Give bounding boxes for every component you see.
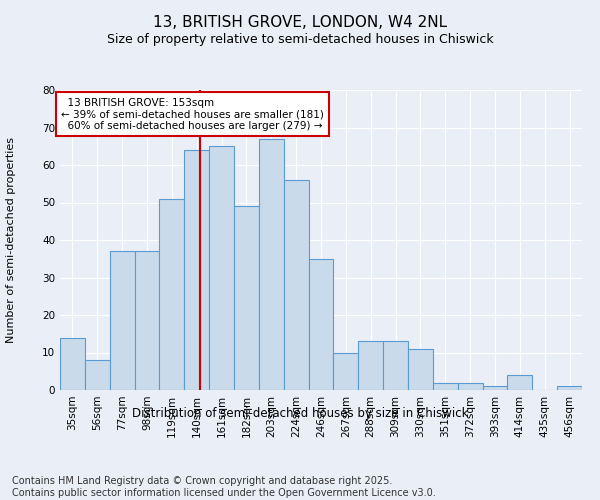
Bar [284,180,308,390]
Bar [259,138,284,390]
Text: Contains HM Land Registry data © Crown copyright and database right 2025.
Contai: Contains HM Land Registry data © Crown c… [12,476,436,498]
Bar [433,382,458,390]
Text: Size of property relative to semi-detached houses in Chiswick: Size of property relative to semi-detach… [107,32,493,46]
Bar [458,382,482,390]
Bar [234,206,259,390]
Bar [134,251,160,390]
Bar [110,251,134,390]
Bar [160,198,184,390]
Bar [334,352,358,390]
Bar [184,150,209,390]
Bar [85,360,110,390]
Text: 13, BRITISH GROVE, LONDON, W4 2NL: 13, BRITISH GROVE, LONDON, W4 2NL [153,15,447,30]
Bar [60,338,85,390]
Bar [508,375,532,390]
Text: 13 BRITISH GROVE: 153sqm
← 39% of semi-detached houses are smaller (181)
  60% o: 13 BRITISH GROVE: 153sqm ← 39% of semi-d… [61,98,324,130]
Bar [383,341,408,390]
Bar [482,386,508,390]
Text: Number of semi-detached properties: Number of semi-detached properties [6,137,16,343]
Bar [209,146,234,390]
Bar [308,259,334,390]
Bar [408,349,433,390]
Bar [358,341,383,390]
Bar [557,386,582,390]
Text: Distribution of semi-detached houses by size in Chiswick: Distribution of semi-detached houses by … [132,408,468,420]
